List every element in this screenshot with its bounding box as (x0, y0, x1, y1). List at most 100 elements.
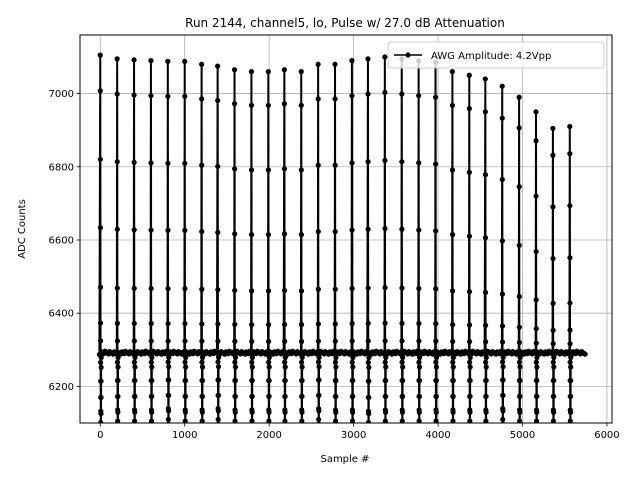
data-point (316, 364, 322, 370)
data-point (500, 392, 506, 398)
data-point (249, 288, 255, 294)
data-point (299, 377, 305, 384)
data-point (165, 286, 171, 292)
data-point (500, 428, 505, 433)
data-point (199, 359, 205, 365)
data-point (249, 322, 255, 328)
data-point (266, 338, 272, 345)
data-point (499, 339, 506, 345)
data-point (97, 225, 104, 231)
data-point (215, 338, 221, 344)
data-point (482, 235, 489, 241)
data-point (316, 377, 322, 383)
data-point (215, 321, 221, 327)
data-point (182, 227, 188, 233)
data-point (551, 393, 557, 400)
data-point (417, 426, 422, 431)
data-point (382, 285, 388, 291)
data-point (365, 338, 371, 344)
data-point (232, 377, 238, 384)
data-point (499, 83, 505, 89)
data-point (97, 52, 103, 58)
data-point (382, 418, 388, 423)
data-point (517, 409, 523, 415)
data-point (550, 359, 556, 365)
data-point (349, 320, 355, 327)
data-point (350, 423, 355, 428)
data-point (551, 409, 557, 415)
data-point (132, 426, 137, 431)
data-point (333, 426, 338, 431)
data-point (416, 409, 422, 415)
y-tick-label: 6600 (49, 235, 74, 246)
data-point (534, 423, 539, 428)
data-point (282, 321, 288, 328)
data-point (232, 409, 238, 415)
data-point (215, 408, 221, 414)
data-point (215, 359, 221, 365)
data-point (232, 418, 238, 423)
data-point (432, 94, 439, 100)
data-point (149, 393, 155, 400)
data-point (199, 96, 205, 102)
data-point (265, 322, 272, 328)
data-point (400, 364, 406, 370)
data-point (166, 364, 172, 370)
data-point (482, 172, 489, 178)
data-point (482, 76, 488, 82)
data-point (332, 61, 338, 67)
data-point (382, 225, 388, 232)
data-point (199, 409, 205, 415)
data-point (232, 321, 238, 328)
data-point (366, 425, 371, 430)
data-point (298, 359, 305, 365)
data-point (231, 101, 238, 107)
data-point (500, 408, 506, 414)
data-point (365, 359, 371, 366)
data-point (500, 421, 506, 423)
data-point (450, 430, 455, 435)
chart-title: Run 2144, channel5, lo, Pulse w/ 27.0 dB… (185, 16, 505, 30)
data-point (366, 378, 372, 384)
y-axis: 6200 6400 6600 6800 7000 (49, 89, 80, 393)
data-point (533, 359, 539, 365)
data-point (516, 324, 522, 330)
data-point (450, 359, 456, 365)
data-point (516, 339, 523, 346)
data-point (298, 232, 304, 238)
data-point (400, 426, 405, 431)
data-point (467, 359, 473, 365)
data-point (534, 377, 540, 384)
data-point (400, 423, 405, 428)
data-point (333, 364, 339, 370)
data-point (182, 93, 188, 99)
data-point (568, 430, 573, 435)
data-point (200, 426, 205, 431)
data-point (182, 58, 188, 64)
data-point (382, 89, 388, 96)
legend: AWG Amplitude: 4.2Vpp (387, 41, 605, 69)
data-point (499, 323, 506, 329)
y-tick-label: 6200 (49, 382, 74, 393)
data-point (282, 426, 287, 431)
data-point (282, 393, 288, 400)
data-point (215, 163, 221, 170)
data-point (551, 377, 557, 384)
data-point (416, 418, 422, 423)
data-point (399, 418, 405, 423)
data-point (199, 61, 205, 67)
data-point (148, 93, 154, 99)
data-point (499, 115, 505, 121)
data-point (166, 428, 171, 433)
data-point (534, 354, 540, 361)
data-point (165, 338, 171, 344)
data-point (199, 354, 206, 361)
data-point (315, 286, 321, 292)
data-point (316, 424, 321, 429)
data-point (165, 320, 171, 327)
data-point (450, 377, 456, 384)
data-point (533, 326, 539, 332)
data-point (567, 255, 573, 261)
data-point (365, 159, 371, 165)
data-point (483, 423, 488, 428)
